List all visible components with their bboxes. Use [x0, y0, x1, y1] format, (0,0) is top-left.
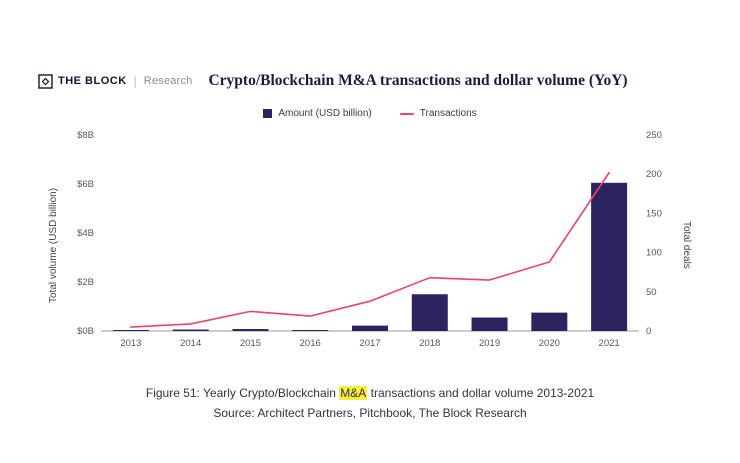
- legend-item-amount: Amount (USD billion): [263, 108, 372, 119]
- svg-text:$2B: $2B: [77, 277, 94, 288]
- header: THE BLOCK | Research Crypto/Blockchain M…: [0, 72, 740, 90]
- svg-text:$0B: $0B: [77, 326, 94, 337]
- svg-text:2019: 2019: [479, 338, 500, 349]
- legend-label-transactions: Transactions: [419, 108, 477, 119]
- caption-suffix: transactions and dollar volume 2013-2021: [367, 386, 595, 400]
- svg-text:100: 100: [646, 248, 662, 259]
- legend-swatch-amount: [263, 109, 273, 118]
- svg-text:2017: 2017: [359, 338, 380, 349]
- chart-area: Total volume (USD billion) $0B $2B $4B $6B $…: [0, 123, 740, 367]
- chart-legend: Amount (USD billion) Transactions: [0, 108, 740, 119]
- the-block-logo: THE BLOCK | Research: [38, 73, 193, 89]
- svg-text:200: 200: [646, 169, 662, 180]
- chart-plot: $0B $2B $4B $6B $8B 0 50 100 150 200 250 2013 2014 20…: [77, 130, 662, 349]
- svg-text:2013: 2013: [120, 338, 141, 349]
- svg-text:$4B: $4B: [77, 228, 94, 239]
- brand-divider: |: [133, 74, 137, 88]
- svg-text:2016: 2016: [300, 338, 321, 349]
- left-axis-title: Total volume (USD billion): [48, 187, 59, 303]
- svg-text:250: 250: [646, 130, 662, 141]
- brand-subtitle: Research: [143, 75, 193, 87]
- svg-text:2020: 2020: [539, 338, 560, 349]
- svg-text:$8B: $8B: [77, 130, 94, 141]
- source-line: Source: Architect Partners, Pitchbook, T…: [213, 406, 527, 421]
- svg-text:50: 50: [646, 287, 657, 298]
- brand-name: THE BLOCK: [58, 75, 127, 87]
- svg-text:2021: 2021: [599, 338, 620, 349]
- legend-swatch-transactions: [399, 112, 414, 115]
- caption-prefix: Figure 51: Yearly Crypto/Blockchain: [145, 386, 340, 400]
- svg-text:$6B: $6B: [77, 179, 94, 190]
- svg-text:0: 0: [646, 326, 651, 337]
- caption-highlight: M&A: [339, 386, 368, 400]
- chart-title: Crypto/Blockchain M&A transactions and d…: [208, 72, 628, 89]
- svg-text:150: 150: [646, 208, 662, 219]
- the-block-logo-icon: [38, 73, 53, 89]
- right-axis-title: Total deals: [681, 221, 692, 269]
- figure-caption: Figure 51: Yearly Crypto/Blockchain M&A …: [0, 383, 740, 403]
- legend-label-amount: Amount (USD billion): [278, 108, 372, 119]
- svg-text:2015: 2015: [240, 338, 261, 349]
- svg-text:2018: 2018: [419, 338, 440, 349]
- caption-block: Figure 51: Yearly Crypto/Blockchain M&A …: [0, 383, 740, 424]
- svg-text:2014: 2014: [180, 338, 201, 349]
- legend-item-transactions: Transactions: [399, 108, 477, 119]
